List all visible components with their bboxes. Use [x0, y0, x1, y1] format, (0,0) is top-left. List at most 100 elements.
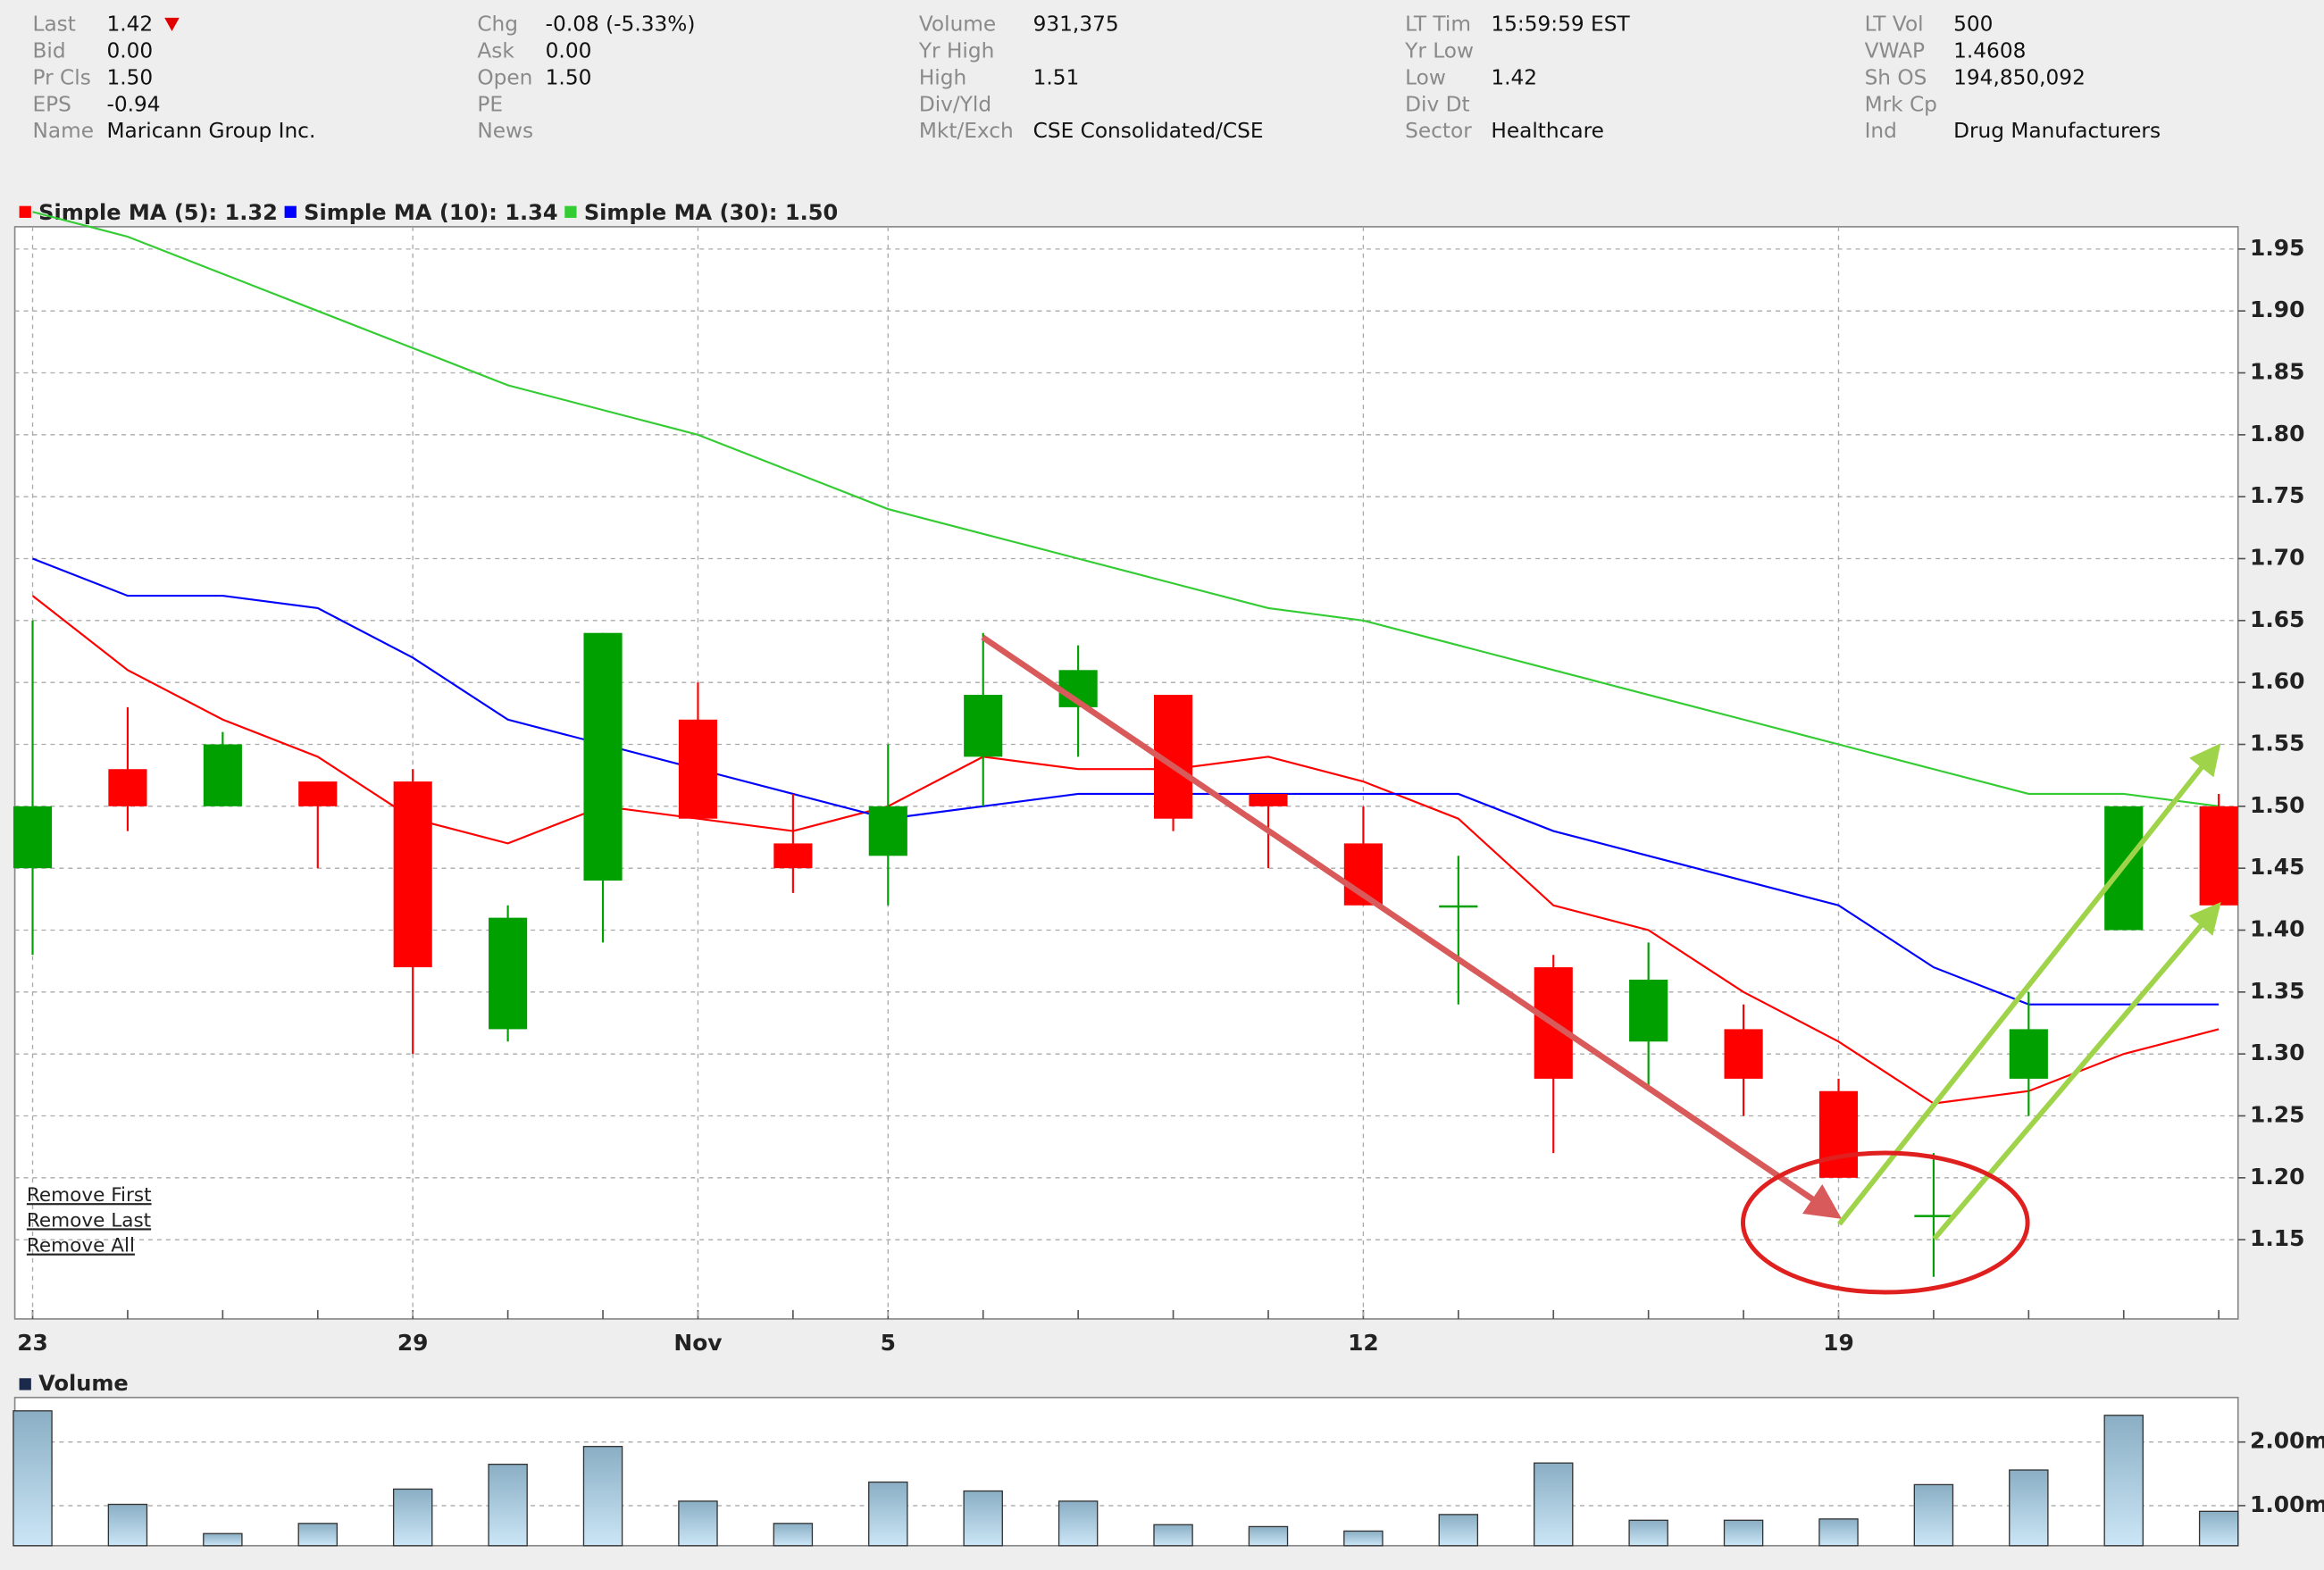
field-value: 0.00 — [546, 39, 592, 63]
candle-body — [773, 843, 813, 869]
link[interactable]: Remove Last — [27, 1209, 151, 1232]
candle-body — [583, 632, 623, 881]
candle-body — [1439, 905, 1478, 908]
link[interactable]: Remove All — [27, 1235, 135, 1257]
volume-bar — [1438, 1514, 1479, 1547]
field-value: -0.08 (-5.33%) — [546, 13, 696, 37]
field-label: PE — [477, 92, 503, 116]
down-arrow-icon — [164, 17, 180, 31]
ma-line — [32, 557, 2220, 1006]
candle-body — [1249, 793, 1288, 806]
y-tick-label: 1.55 — [2250, 731, 2304, 756]
volume-bar — [1248, 1525, 1289, 1547]
field-label: LT Tim — [1405, 13, 1471, 37]
x-tick-label: 29 — [397, 1330, 429, 1356]
y-tick-label: 1.65 — [2250, 606, 2304, 632]
field-value: 1.42 — [106, 13, 153, 37]
volume-bar — [1723, 1519, 1764, 1547]
field-value: 1.50 — [546, 65, 592, 89]
volume-bar — [392, 1488, 433, 1547]
field-value: 1.50 — [106, 65, 153, 89]
legend-swatch — [19, 205, 31, 218]
field-value: 194,850,092 — [1953, 65, 2086, 89]
field-label: Volume — [919, 13, 996, 37]
field-value: -0.94 — [106, 92, 160, 116]
y-tick-label: 1.25 — [2250, 1101, 2304, 1127]
volume-bar — [868, 1481, 908, 1547]
candle-body — [964, 695, 1003, 757]
trend-arrow — [981, 634, 1843, 1219]
y-tick-label: 1.75 — [2250, 482, 2304, 508]
volume-bar — [2198, 1510, 2239, 1547]
field-label: Chg — [477, 13, 518, 37]
y-tick-label: 1.20 — [2250, 1164, 2304, 1190]
y-tick-label: 1.30 — [2250, 1040, 2304, 1065]
volume-bar — [1913, 1483, 1954, 1547]
field-label: Sh OS — [1865, 65, 1927, 89]
legend-label: Simple MA (30): 1.50 — [584, 200, 838, 225]
link[interactable]: Remove First — [27, 1184, 152, 1207]
trend-arrow — [1837, 743, 2221, 1226]
volume-bar — [1533, 1462, 1574, 1547]
field-label: Name — [33, 119, 95, 143]
field-value: CSE Consolidated/CSE — [1033, 119, 1264, 143]
y-tick-label: 1.50 — [2250, 792, 2304, 818]
field-label: Yr Low — [1404, 39, 1474, 63]
volume-bar — [1058, 1500, 1099, 1547]
candle-body — [868, 806, 907, 856]
field-label: Pr Cls — [33, 65, 91, 89]
legend-swatch — [564, 205, 577, 218]
field-value: 1.4608 — [1953, 39, 2026, 63]
volume-bar — [1818, 1518, 1859, 1547]
candle-body — [393, 781, 432, 968]
volume-bar — [963, 1490, 1003, 1547]
volume-plot — [13, 1397, 2239, 1547]
field-label: Div Dt — [1405, 92, 1469, 116]
volume-bar — [1343, 1530, 1384, 1547]
candle-body — [108, 769, 147, 806]
price-chart: 1.15 1.20 1.25 1.30 1.35 1.40 1.45 1.50 1.55 1.60… — [13, 200, 2304, 1356]
legend-label: Volume — [38, 1371, 129, 1396]
ma-line — [32, 211, 2220, 807]
y-tick-label: 1.00m — [2250, 1491, 2324, 1517]
field-label: VWAP — [1865, 39, 1925, 63]
volume-bar — [107, 1503, 148, 1547]
candle-body — [1914, 1215, 1953, 1217]
y-tick-label: 1.60 — [2250, 668, 2304, 694]
x-tick-label: Nov — [673, 1330, 722, 1356]
field-label: Last — [33, 13, 76, 37]
field-value: Maricann Group Inc. — [106, 119, 315, 143]
x-tick-label: 5 — [881, 1330, 896, 1356]
field-value: Drug Manufacturers — [1953, 119, 2161, 143]
y-tick-label: 2.00m — [2250, 1428, 2324, 1454]
field-value: 931,375 — [1033, 13, 1119, 37]
volume-bar — [678, 1500, 718, 1547]
field-label: News — [477, 119, 533, 143]
trend-arrow — [1932, 902, 2221, 1241]
field-label: High — [919, 65, 966, 89]
candle-body — [2009, 1029, 2048, 1079]
candle-body — [678, 719, 718, 819]
candle-body — [1724, 1029, 1763, 1079]
y-tick-label: 1.35 — [2250, 978, 2304, 1004]
field-label: Mrk Cp — [1865, 92, 1937, 116]
volume-bar — [2009, 1469, 2049, 1547]
y-tick-label: 1.15 — [2250, 1225, 2304, 1251]
field-value: 0.00 — [106, 39, 153, 63]
volume-bar — [1153, 1524, 1193, 1547]
legend-label: Simple MA (5): 1.32 — [38, 200, 278, 225]
volume-bar — [2103, 1415, 2144, 1547]
field-label: Mkt/Exch — [919, 119, 1014, 143]
field-label: EPS — [33, 92, 71, 116]
y-tick-label: 1.90 — [2250, 296, 2304, 322]
price-plot — [13, 226, 2239, 1320]
volume-bar — [582, 1446, 623, 1547]
candle-body — [298, 781, 338, 806]
field-label: Sector — [1405, 119, 1472, 143]
field-label: Low — [1405, 65, 1446, 89]
field-label: Div/Yld — [919, 92, 991, 116]
legend-label: Simple MA (10): 1.34 — [304, 200, 557, 225]
